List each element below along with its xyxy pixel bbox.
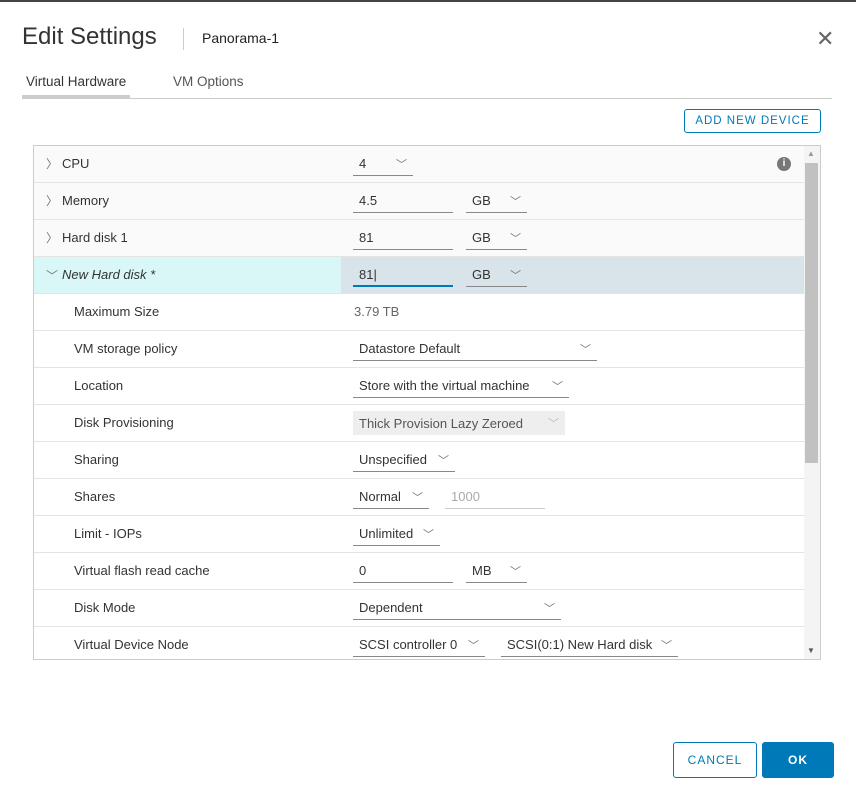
disk-provisioning-value: Thick Provision Lazy Zeroed bbox=[359, 415, 524, 431]
location-value: Store with the virtual machine bbox=[359, 378, 530, 393]
chevron-down-icon: ﹀ bbox=[423, 528, 434, 541]
memory-unit: GB bbox=[472, 193, 491, 208]
row-disk-mode: Disk Mode Dependent ﹀ bbox=[34, 590, 804, 627]
hard-disk-1-unit: GB bbox=[472, 230, 491, 245]
hard-disk-1-unit-select[interactable]: GB ﹀ bbox=[466, 226, 527, 250]
tab-virtual-hardware[interactable]: Virtual Hardware bbox=[22, 74, 131, 98]
row-disk-provisioning: Disk Provisioning Thick Provision Lazy Z… bbox=[34, 405, 804, 442]
new-hard-disk-unit: GB bbox=[472, 267, 491, 282]
disk-mode-value: Dependent bbox=[359, 600, 423, 615]
chevron-down-icon: ﹀ bbox=[396, 158, 407, 171]
scsi-controller-select[interactable]: SCSI controller 0 ﹀ bbox=[353, 633, 485, 657]
disk-provisioning-select: Thick Provision Lazy Zeroed ﹀ bbox=[353, 411, 565, 435]
chevron-down-icon: ﹀ bbox=[412, 491, 423, 504]
limit-iops-value: Unlimited bbox=[359, 526, 414, 541]
shares-select[interactable]: Normal ﹀ bbox=[353, 485, 429, 509]
cpu-select[interactable]: 4 ﹀ bbox=[353, 152, 413, 176]
cpu-label: CPU bbox=[62, 156, 90, 171]
row-location: Location Store with the virtual machine ﹀ bbox=[34, 368, 804, 405]
chevron-right-icon[interactable]: 〉 bbox=[46, 231, 59, 245]
chevron-down-icon: ﹀ bbox=[580, 343, 591, 356]
chevron-down-icon: ﹀ bbox=[510, 269, 521, 282]
row-hard-disk-1[interactable]: 〉 Hard disk 1 81 GB ﹀ bbox=[34, 220, 804, 257]
memory-input[interactable]: 4.5 bbox=[353, 189, 453, 213]
title-divider bbox=[183, 28, 184, 50]
chevron-down-icon: ﹀ bbox=[548, 418, 559, 430]
limit-iops-select[interactable]: Unlimited ﹀ bbox=[353, 522, 440, 546]
text-cursor: | bbox=[373, 266, 377, 282]
row-cpu[interactable]: 〉 CPU 4 ﹀ i bbox=[34, 146, 804, 183]
vm-storage-policy-select[interactable]: Datastore Default ﹀ bbox=[353, 337, 597, 361]
sharing-label: Sharing bbox=[74, 452, 119, 467]
row-maximum-size: Maximum Size 3.79 TB bbox=[34, 294, 804, 331]
row-virtual-device-node: Virtual Device Node SCSI controller 0 ﹀ S… bbox=[34, 627, 804, 659]
ok-button[interactable]: OK bbox=[762, 742, 834, 778]
chevron-right-icon[interactable]: 〉 bbox=[46, 194, 59, 208]
virtual-flash-unit-select[interactable]: MB ﹀ bbox=[466, 559, 527, 583]
chevron-down-icon: ﹀ bbox=[552, 380, 563, 393]
scsi-slot-select[interactable]: SCSI(0:1) New Hard disk ﹀ bbox=[501, 633, 678, 657]
hard-disk-1-label: Hard disk 1 bbox=[62, 230, 128, 245]
dialog-title: Edit Settings bbox=[22, 23, 157, 50]
virtual-flash-input[interactable]: 0 bbox=[353, 559, 453, 583]
row-memory[interactable]: 〉 Memory 4.5 GB ﹀ bbox=[34, 183, 804, 220]
row-limit-iops: Limit - IOPs Unlimited ﹀ bbox=[34, 516, 804, 553]
disk-provisioning-label: Disk Provisioning bbox=[74, 415, 174, 430]
sharing-value: Unspecified bbox=[359, 452, 427, 467]
hard-disk-1-input[interactable]: 81 bbox=[353, 226, 453, 250]
shares-number-input: 1000 bbox=[445, 485, 545, 509]
sharing-select[interactable]: Unspecified ﹀ bbox=[353, 448, 455, 472]
virtual-flash-unit: MB bbox=[472, 563, 492, 578]
virtual-flash-label: Virtual flash read cache bbox=[74, 563, 210, 578]
row-vm-storage-policy: VM storage policy Datastore Default ﹀ bbox=[34, 331, 804, 368]
info-icon[interactable]: i bbox=[777, 157, 791, 171]
scsi-slot-value: SCSI(0:1) New Hard disk bbox=[507, 637, 653, 652]
chevron-down-icon: ﹀ bbox=[510, 195, 521, 208]
new-hard-disk-input[interactable]: 81 | bbox=[353, 263, 453, 287]
vm-name: Panorama-1 bbox=[202, 30, 280, 46]
location-label: Location bbox=[74, 378, 124, 393]
disk-mode-label: Disk Mode bbox=[74, 600, 136, 615]
row-virtual-flash-read-cache: Virtual flash read cache 0 MB ﹀ bbox=[34, 553, 804, 590]
new-hard-disk-value: 81 bbox=[359, 266, 374, 282]
new-hard-disk-unit-select[interactable]: GB ﹀ bbox=[466, 263, 527, 287]
disk-mode-select[interactable]: Dependent ﹀ bbox=[353, 596, 561, 620]
chevron-down-icon: ﹀ bbox=[544, 602, 555, 615]
memory-unit-select[interactable]: GB ﹀ bbox=[466, 189, 527, 213]
scroll-up-icon[interactable]: ▲ bbox=[807, 149, 815, 158]
new-hard-disk-label: New Hard disk * bbox=[62, 267, 156, 282]
hardware-grid: 〉 CPU 4 ﹀ i 〉 Memory 4.5 GB ﹀ 〉 Hard disk … bbox=[33, 145, 821, 660]
vm-storage-policy-value: Datastore Default bbox=[359, 341, 461, 356]
cpu-value: 4 bbox=[359, 156, 367, 171]
close-icon[interactable]: ✕ bbox=[816, 26, 835, 51]
chevron-down-icon[interactable]: ﹀ bbox=[46, 269, 59, 283]
chevron-down-icon: ﹀ bbox=[468, 639, 479, 652]
row-new-hard-disk[interactable]: ﹀ New Hard disk * 81 | GB ﹀ bbox=[34, 257, 804, 294]
row-sharing: Sharing Unspecified ﹀ bbox=[34, 442, 804, 479]
add-new-device-button[interactable]: ADD NEW DEVICE bbox=[684, 109, 821, 133]
chevron-down-icon: ﹀ bbox=[510, 232, 521, 245]
scrollbar-thumb[interactable] bbox=[805, 163, 818, 463]
scroll-down-icon[interactable]: ▼ bbox=[807, 646, 815, 655]
memory-label: Memory bbox=[62, 193, 109, 208]
cancel-button[interactable]: CANCEL bbox=[673, 742, 757, 778]
chevron-down-icon: ﹀ bbox=[438, 454, 449, 467]
shares-label: Shares bbox=[74, 489, 116, 504]
location-select[interactable]: Store with the virtual machine ﹀ bbox=[353, 374, 569, 398]
limit-iops-label: Limit - IOPs bbox=[74, 526, 142, 541]
shares-value: Normal bbox=[359, 489, 401, 504]
maximum-size-value: 3.79 TB bbox=[354, 304, 400, 319]
row-shares: Shares Normal ﹀ 1000 bbox=[34, 479, 804, 516]
vm-storage-policy-label: VM storage policy bbox=[74, 341, 178, 356]
scsi-controller-value: SCSI controller 0 bbox=[359, 637, 458, 652]
maximum-size-label: Maximum Size bbox=[74, 304, 160, 319]
chevron-right-icon[interactable]: 〉 bbox=[46, 157, 59, 171]
chevron-down-icon: ﹀ bbox=[510, 565, 521, 578]
virtual-device-node-label: Virtual Device Node bbox=[74, 637, 189, 652]
tab-vm-options[interactable]: VM Options bbox=[173, 74, 244, 89]
tab-bar: Virtual Hardware VM Options bbox=[22, 72, 832, 99]
chevron-down-icon: ﹀ bbox=[661, 639, 672, 652]
